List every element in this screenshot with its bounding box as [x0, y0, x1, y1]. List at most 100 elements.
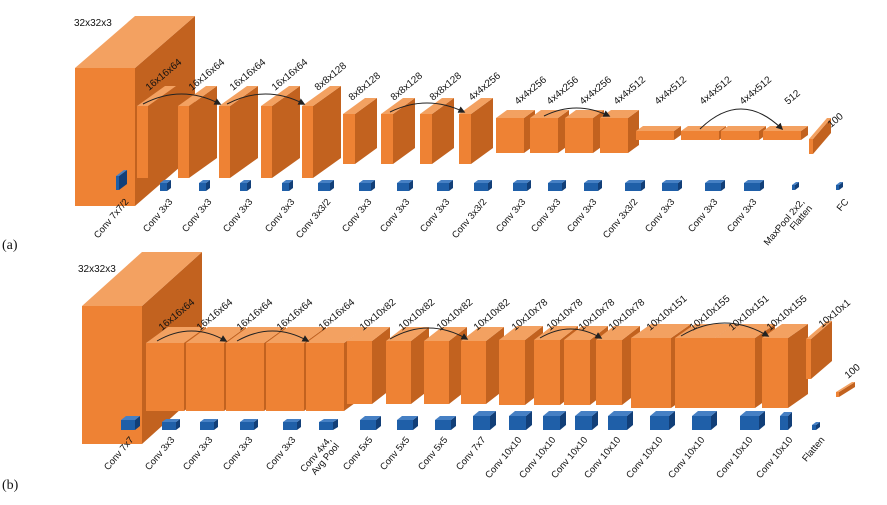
operation-label: Conv 3x3 [725, 197, 759, 235]
kernel-block [650, 411, 675, 430]
operation-label: Conv 3x3 [686, 197, 720, 235]
kernel-block [780, 412, 792, 430]
skip-connection-arrow [226, 93, 306, 105]
kernel-block [200, 419, 218, 430]
kernel-block [282, 180, 293, 191]
kernel-block [162, 419, 180, 430]
operation-label: Conv 3x3 [263, 197, 297, 235]
operation-label: FC [835, 197, 852, 214]
kernel-block [360, 416, 381, 430]
kernel-block [318, 180, 334, 191]
skip-connection-arrow [142, 93, 222, 105]
operation-label: Conv 3x3 [529, 197, 563, 235]
operation-label: Conv 3x3 [264, 435, 298, 473]
kernel-block [705, 180, 725, 191]
kernel-block [116, 170, 127, 190]
operation-label: Conv 3x3 [340, 197, 374, 235]
feature-tensor [809, 118, 831, 154]
kernel-block [359, 180, 375, 191]
tensor-dimension-label: 4x4x512 [698, 74, 734, 107]
kernel-block [812, 422, 820, 430]
operation-label: Conv 3x3 [565, 197, 599, 235]
skip-connection-arrow [539, 328, 603, 339]
operation-label: Conv 3x3 [418, 197, 452, 235]
operation-label: Conv 3x3 [141, 197, 175, 235]
tensor-dimension-label: 10x10x1 [817, 297, 853, 330]
operation-label: Conv 5x5 [341, 435, 375, 473]
feature-tensor [496, 110, 535, 153]
feature-tensor [600, 110, 639, 153]
kernel-block [121, 416, 140, 430]
operation-label: Conv 10x10 [714, 435, 755, 481]
feature-tensor [461, 327, 504, 404]
feature-tensor [530, 110, 569, 153]
kernel-block [199, 180, 210, 191]
operation-label: Conv 4x4,Avg Pool [298, 435, 342, 481]
feature-tensor [836, 382, 855, 397]
feature-tensor [763, 126, 808, 140]
feature-tensor [420, 98, 454, 164]
kernel-block [625, 180, 645, 191]
kernel-block [513, 180, 531, 191]
kernel-block [692, 411, 717, 430]
tensor-dimension-label: 4x4x256 [578, 74, 614, 107]
feature-tensor [386, 327, 429, 404]
operation-label: Conv 3x3 [143, 435, 177, 473]
kernel-block [744, 180, 764, 191]
kernel-block [397, 180, 413, 191]
kernel-block [240, 419, 258, 430]
panel-label: (b) [2, 478, 19, 493]
kernel-block [160, 180, 171, 191]
operation-label: Conv 10x10 [666, 435, 707, 481]
feature-tensor [806, 321, 832, 379]
skip-connection-arrow [236, 330, 310, 342]
kernel-block [608, 411, 633, 430]
operation-label: Conv 5x5 [416, 435, 450, 473]
operation-label: Conv 10x10 [624, 435, 665, 481]
operation-label: Conv 3x3/2 [601, 197, 640, 241]
kernel-block [836, 182, 843, 190]
kernel-block [437, 180, 453, 191]
operation-label: Conv 3x3/2 [450, 197, 489, 241]
feature-tensor [681, 126, 726, 140]
feature-tensor [721, 126, 766, 140]
tensor-dimension-label: 512 [783, 88, 803, 107]
operation-label: Conv 3x3 [643, 197, 677, 235]
input-volume [75, 16, 195, 206]
tensor-dimension-label: 4x4x512 [612, 74, 648, 107]
operation-label: Flatten [800, 435, 827, 464]
feature-tensor [565, 110, 604, 153]
skip-connection-arrow [156, 330, 228, 342]
kernel-block [473, 411, 496, 430]
input-size-label: 32x32x3 [74, 18, 112, 29]
tensor-dimension-label: 4x4x256 [545, 74, 581, 107]
kernel-block [509, 411, 532, 430]
feature-tensor [219, 86, 258, 178]
skip-connection-arrow [389, 102, 466, 113]
kernel-block [474, 180, 492, 191]
operation-label: Conv 3x3 [378, 197, 412, 235]
kernel-block [319, 419, 338, 430]
kernel-block [543, 411, 566, 430]
kernel-block [584, 180, 602, 191]
operation-label: Conv 3x3 [221, 197, 255, 235]
operation-label: MaxPool 2x2,Flatten [762, 197, 815, 255]
feature-tensor [424, 327, 467, 404]
input-size-label: 32x32x3 [78, 264, 116, 275]
kernel-block [240, 180, 251, 191]
operation-label: Conv 5x5 [378, 435, 412, 473]
operation-label: Conv 10x10 [754, 435, 795, 481]
operation-label: Conv 7x7 [454, 435, 488, 473]
kernel-block [575, 411, 598, 430]
skip-connection-arrow [680, 322, 770, 337]
skip-connection-arrow [543, 107, 611, 117]
kernel-block [740, 411, 765, 430]
skip-connection-arrow [389, 327, 469, 340]
kernel-block [548, 180, 566, 191]
kernel-block [283, 419, 301, 430]
skip-connection-arrow [699, 108, 784, 131]
kernel-block [435, 416, 456, 430]
feature-tensor [347, 327, 390, 404]
